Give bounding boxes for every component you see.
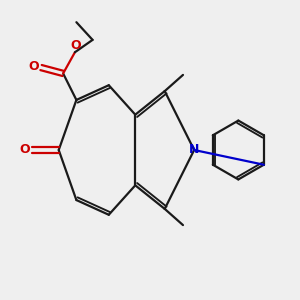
Text: N: N <box>189 143 200 157</box>
Text: O: O <box>70 39 81 52</box>
Text: O: O <box>20 143 30 157</box>
Text: O: O <box>28 61 39 74</box>
